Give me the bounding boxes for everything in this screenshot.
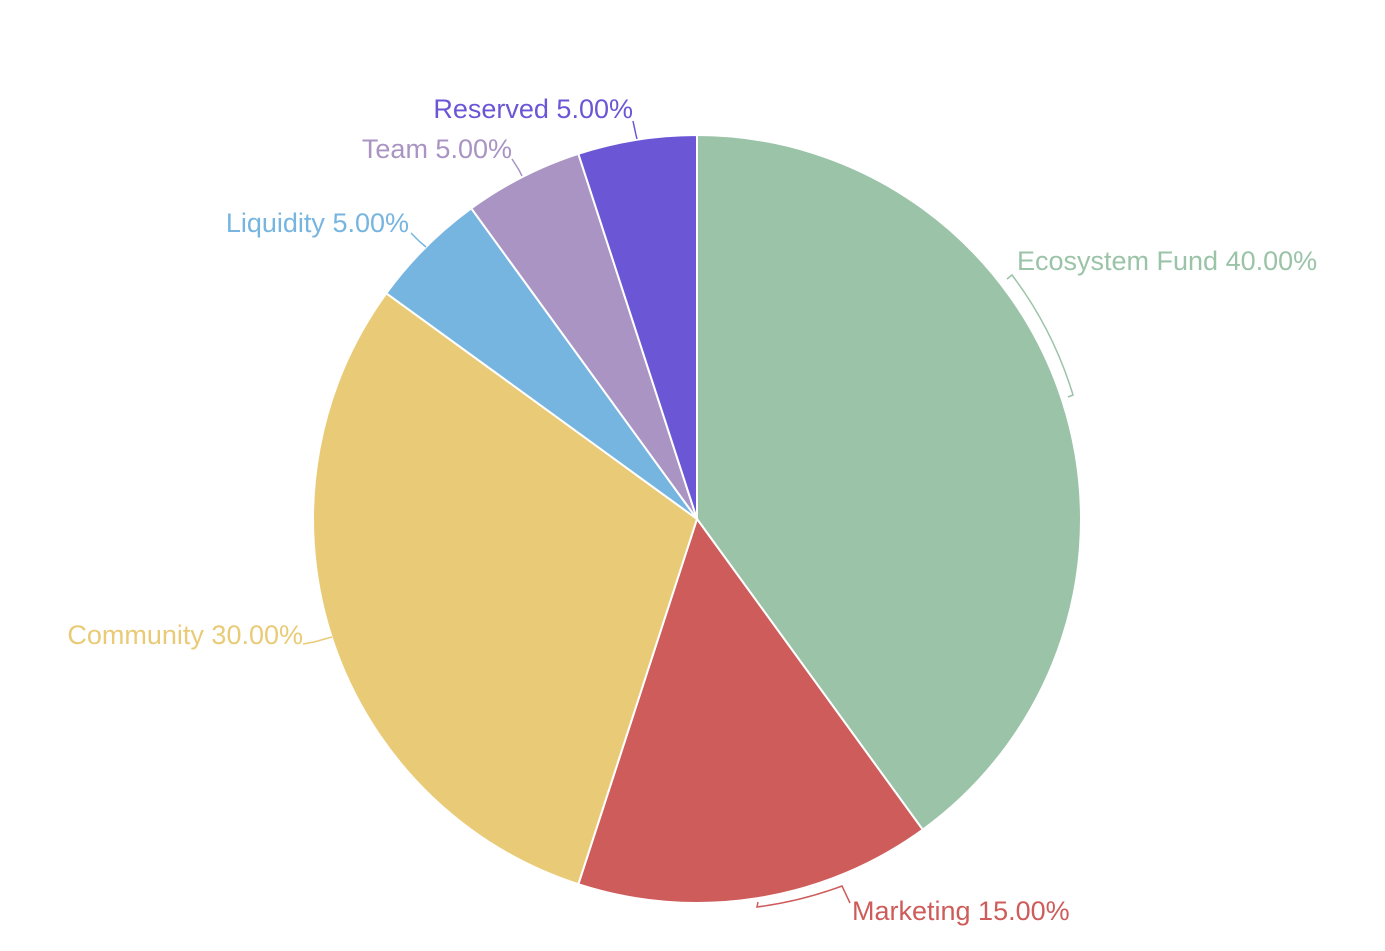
slice-label-reserved: Reserved 5.00% <box>433 94 633 124</box>
leader-line-team <box>511 158 523 177</box>
slice-label-community: Community 30.00% <box>67 620 303 650</box>
slice-label-ecosystem: Ecosystem Fund 40.00% <box>1017 246 1317 276</box>
slices-layer <box>311 133 1082 904</box>
labels-layer: Ecosystem Fund 40.00% Marketing 15.00% Com… <box>67 94 1317 926</box>
pie-slice-reserved[interactable] <box>577 133 698 520</box>
leader-line-ecosystem <box>1006 273 1074 398</box>
slice-label-marketing: Marketing 15.00% <box>852 896 1070 926</box>
pie-slice-marketing[interactable] <box>577 516 925 904</box>
slice-label-liquidity: Liquidity 5.00% <box>226 208 409 238</box>
leader-line-liquidity <box>410 232 427 248</box>
pie-slice-ecosystem[interactable] <box>696 133 1082 832</box>
slice-label-team: Team 5.00% <box>362 134 512 164</box>
leader-line-community <box>302 636 333 645</box>
leader-lines-layer <box>302 120 1074 908</box>
leader-line-marketing <box>756 885 851 908</box>
leader-line-reserved <box>632 120 638 140</box>
